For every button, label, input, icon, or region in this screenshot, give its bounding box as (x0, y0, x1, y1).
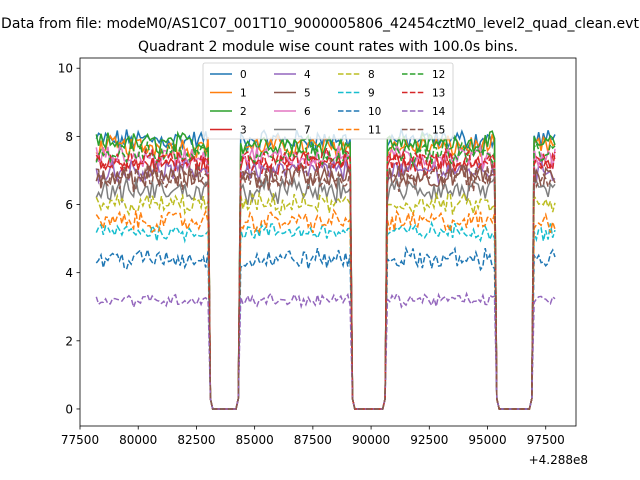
series-line-2 (95, 130, 556, 410)
x-tick-label: 85000 (236, 433, 274, 447)
legend-label-8: 8 (368, 69, 375, 81)
y-tick-label: 2 (65, 334, 73, 348)
y-tick-label: 4 (65, 266, 73, 280)
legend-label-7: 7 (304, 125, 311, 137)
x-tick-label: 97500 (527, 433, 565, 447)
series-line-13 (95, 145, 556, 410)
legend-label-11: 11 (368, 125, 381, 137)
series-lines (95, 128, 556, 410)
y-tick-label: 8 (65, 130, 73, 144)
legend-box (202, 62, 454, 140)
series-line-9 (95, 220, 556, 410)
legend-label-12: 12 (432, 69, 445, 81)
plot-axes: 77500 80000 82500 85000 87500 90000 92500 95000… (58, 57, 588, 467)
figure-suptitle: Data from file: modeM0/AS1C07_001T10_900… (1, 16, 639, 32)
legend-label-2: 2 (240, 106, 247, 118)
x-tick-label: 92500 (410, 433, 448, 447)
y-tick-label: 0 (65, 402, 73, 416)
legend-label-3: 3 (240, 125, 247, 137)
x-tick-label: 95000 (468, 433, 506, 447)
legend-label-6: 6 (304, 106, 311, 118)
series-line-10 (95, 245, 556, 410)
x-tick-label: 77500 (61, 433, 99, 447)
series-line-7 (95, 175, 556, 410)
legend-label-5: 5 (304, 88, 311, 100)
legend-label-1: 1 (240, 88, 247, 100)
chart-title: Quadrant 2 module wise count rates with … (138, 39, 518, 55)
series-line-12 (95, 140, 556, 410)
series-line-6 (95, 143, 556, 410)
x-tick-label: 87500 (294, 433, 332, 447)
legend-label-4: 4 (304, 69, 311, 81)
y-tick-label: 6 (65, 198, 73, 212)
legend-label-9: 9 (368, 88, 375, 100)
axes-frame (79, 57, 577, 427)
legend-label-10: 10 (368, 106, 381, 118)
legend-label-13: 13 (432, 88, 445, 100)
y-tick-label: 10 (58, 62, 73, 76)
series-line-14 (95, 291, 556, 410)
x-offset-label: +4.288e8 (529, 453, 588, 467)
legend-label-0: 0 (240, 69, 247, 81)
legend-label-14: 14 (432, 106, 446, 118)
x-tick-label: 80000 (119, 433, 157, 447)
series-line-4 (95, 156, 556, 410)
series-line-8 (95, 190, 556, 410)
x-tick-label: 82500 (177, 433, 215, 447)
series-line-11 (95, 208, 556, 410)
series-line-3 (95, 149, 556, 410)
x-tick-label: 90000 (352, 433, 390, 447)
series-line-15 (96, 162, 556, 410)
legend-label-15: 15 (432, 125, 445, 137)
